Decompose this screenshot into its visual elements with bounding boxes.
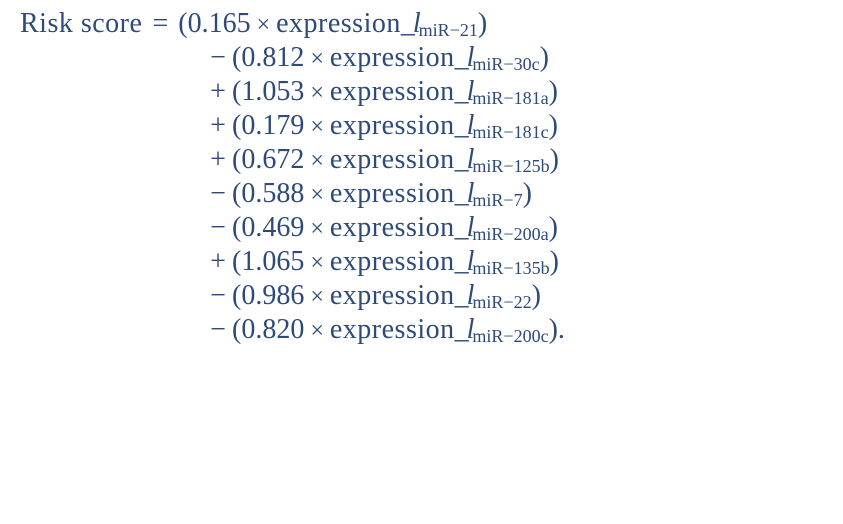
close-paren: ): [523, 180, 532, 208]
expression-word: expression: [330, 180, 455, 208]
mirna-subscript: miR−22: [472, 293, 531, 311]
expression-word: expression: [330, 44, 455, 72]
times-symbol: ×: [310, 47, 324, 71]
close-paren: ): [532, 282, 541, 310]
risk-score-equation: Risk score = ( 0.165 × expression _l miR…: [20, 10, 823, 350]
equals-sign: =: [152, 10, 168, 38]
italic-l: _l: [455, 248, 473, 276]
operator: +: [204, 112, 232, 140]
coefficient: 0.588: [241, 180, 304, 208]
italic-l: _l: [401, 10, 419, 38]
operator: −: [204, 316, 232, 344]
close-paren: ): [550, 248, 559, 276]
open-paren: (: [232, 78, 241, 106]
close-paren: ): [549, 78, 558, 106]
expression-word: expression: [330, 146, 455, 174]
close-paren: ): [549, 112, 558, 140]
times-symbol: ×: [257, 13, 271, 37]
equation-term: − ( 0.812 × expression _l miR−30c ): [20, 44, 823, 72]
coefficient: 0.820: [241, 316, 304, 344]
mirna-subscript: miR−30c: [472, 55, 539, 73]
equation-term: − ( 0.820 × expression _l miR−200c ).: [20, 316, 823, 344]
times-symbol: ×: [310, 183, 324, 207]
mirna-subscript: miR−7: [472, 191, 522, 209]
coefficient: 0.672: [241, 146, 304, 174]
mirna-subscript: miR−181a: [472, 89, 548, 107]
italic-l: _l: [455, 146, 473, 174]
equation-term: + ( 0.179 × expression _l miR−181c ): [20, 112, 823, 140]
times-symbol: ×: [310, 251, 324, 275]
equation-first-line: Risk score = ( 0.165 × expression _l miR…: [20, 10, 823, 38]
times-symbol: ×: [310, 81, 324, 105]
open-paren: (: [178, 10, 187, 38]
open-paren: (: [232, 316, 241, 344]
operator: −: [204, 180, 232, 208]
expression-word: expression: [330, 316, 455, 344]
coefficient: 1.053: [241, 78, 304, 106]
mirna-subscript: miR−200c: [472, 327, 548, 345]
equation-term: − ( 0.469 × expression _l miR−200a ): [20, 214, 823, 242]
coefficient: 0.986: [241, 282, 304, 310]
expression-word: expression: [330, 282, 455, 310]
mirna-subscript: miR−125b: [472, 157, 549, 175]
times-symbol: ×: [310, 319, 324, 343]
close-paren: ): [550, 146, 559, 174]
close-paren: ): [540, 44, 549, 72]
equation-term: − ( 0.588 × expression _l miR−7 ): [20, 180, 823, 208]
mirna-subscript: miR−21: [419, 21, 478, 39]
expression-word: expression: [330, 214, 455, 242]
italic-l: _l: [455, 214, 473, 242]
close-paren: ).: [549, 316, 565, 344]
expression-word: expression: [276, 10, 401, 38]
coefficient: 0.179: [241, 112, 304, 140]
times-symbol: ×: [310, 149, 324, 173]
mirna-subscript: miR−135b: [472, 259, 549, 277]
coefficient: 0.469: [241, 214, 304, 242]
open-paren: (: [232, 44, 241, 72]
italic-l: _l: [455, 180, 473, 208]
operator: −: [204, 282, 232, 310]
coefficient: 1.065: [241, 248, 304, 276]
open-paren: (: [232, 214, 241, 242]
operator: −: [204, 214, 232, 242]
expression-word: expression: [330, 78, 455, 106]
open-paren: (: [232, 146, 241, 174]
italic-l: _l: [455, 112, 473, 140]
coefficient: 0.812: [241, 44, 304, 72]
equation-term: ( 0.165 × expression _l miR−21 ): [178, 10, 487, 38]
operator: +: [204, 146, 232, 174]
mirna-subscript: miR−181c: [472, 123, 548, 141]
close-paren: ): [478, 10, 487, 38]
equation-term: + ( 1.053 × expression _l miR−181a ): [20, 78, 823, 106]
operator: −: [204, 44, 232, 72]
italic-l: _l: [455, 316, 473, 344]
equation-lhs: Risk score: [20, 10, 142, 38]
open-paren: (: [232, 248, 241, 276]
open-paren: (: [232, 112, 241, 140]
times-symbol: ×: [310, 285, 324, 309]
close-paren: ): [549, 214, 558, 242]
operator: +: [204, 248, 232, 276]
open-paren: (: [232, 180, 241, 208]
equation-term: + ( 0.672 × expression _l miR−125b ): [20, 146, 823, 174]
times-symbol: ×: [310, 115, 324, 139]
coefficient: 0.165: [188, 10, 251, 38]
equation-term: + ( 1.065 × expression _l miR−135b ): [20, 248, 823, 276]
equation-term: − ( 0.986 × expression _l miR−22 ): [20, 282, 823, 310]
italic-l: _l: [455, 78, 473, 106]
open-paren: (: [232, 282, 241, 310]
italic-l: _l: [455, 282, 473, 310]
times-symbol: ×: [310, 217, 324, 241]
expression-word: expression: [330, 248, 455, 276]
expression-word: expression: [330, 112, 455, 140]
italic-l: _l: [455, 44, 473, 72]
operator: +: [204, 78, 232, 106]
mirna-subscript: miR−200a: [472, 225, 548, 243]
